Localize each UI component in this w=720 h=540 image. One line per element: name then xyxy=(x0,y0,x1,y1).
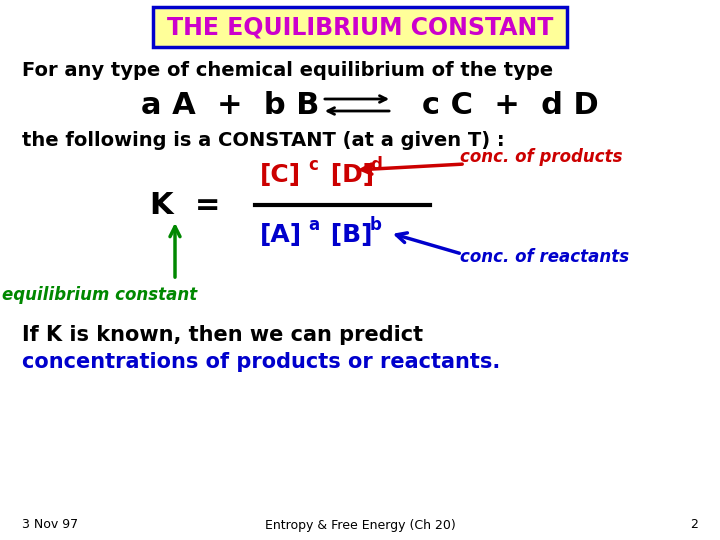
Text: equilibrium constant: equilibrium constant xyxy=(2,286,197,304)
Text: conc. of reactants: conc. of reactants xyxy=(460,248,629,266)
Text: For any type of chemical equilibrium of the type: For any type of chemical equilibrium of … xyxy=(22,60,553,79)
Text: concentrations of products or reactants.: concentrations of products or reactants. xyxy=(22,352,500,372)
Text: c C  +  d D: c C + d D xyxy=(422,91,598,119)
Text: If K is known, then we can predict: If K is known, then we can predict xyxy=(22,325,423,345)
FancyBboxPatch shape xyxy=(153,7,567,47)
Text: [D]: [D] xyxy=(322,163,374,187)
Text: [A]: [A] xyxy=(260,223,302,247)
Text: Entropy & Free Energy (Ch 20): Entropy & Free Energy (Ch 20) xyxy=(265,518,455,531)
Text: [B]: [B] xyxy=(322,223,372,247)
Text: the following is a CONSTANT (at a given T) :: the following is a CONSTANT (at a given … xyxy=(22,131,505,150)
Text: a A  +  b B: a A + b B xyxy=(141,91,319,119)
Text: d: d xyxy=(370,156,382,174)
Text: conc. of products: conc. of products xyxy=(460,148,623,166)
Text: [C]: [C] xyxy=(260,163,301,187)
Text: b: b xyxy=(370,216,382,234)
Text: K  =: K = xyxy=(150,191,220,219)
Text: 3 Nov 97: 3 Nov 97 xyxy=(22,518,78,531)
Text: c: c xyxy=(308,156,318,174)
Text: THE EQUILIBRIUM CONSTANT: THE EQUILIBRIUM CONSTANT xyxy=(167,15,553,39)
Text: 2: 2 xyxy=(690,518,698,531)
Text: a: a xyxy=(308,216,319,234)
